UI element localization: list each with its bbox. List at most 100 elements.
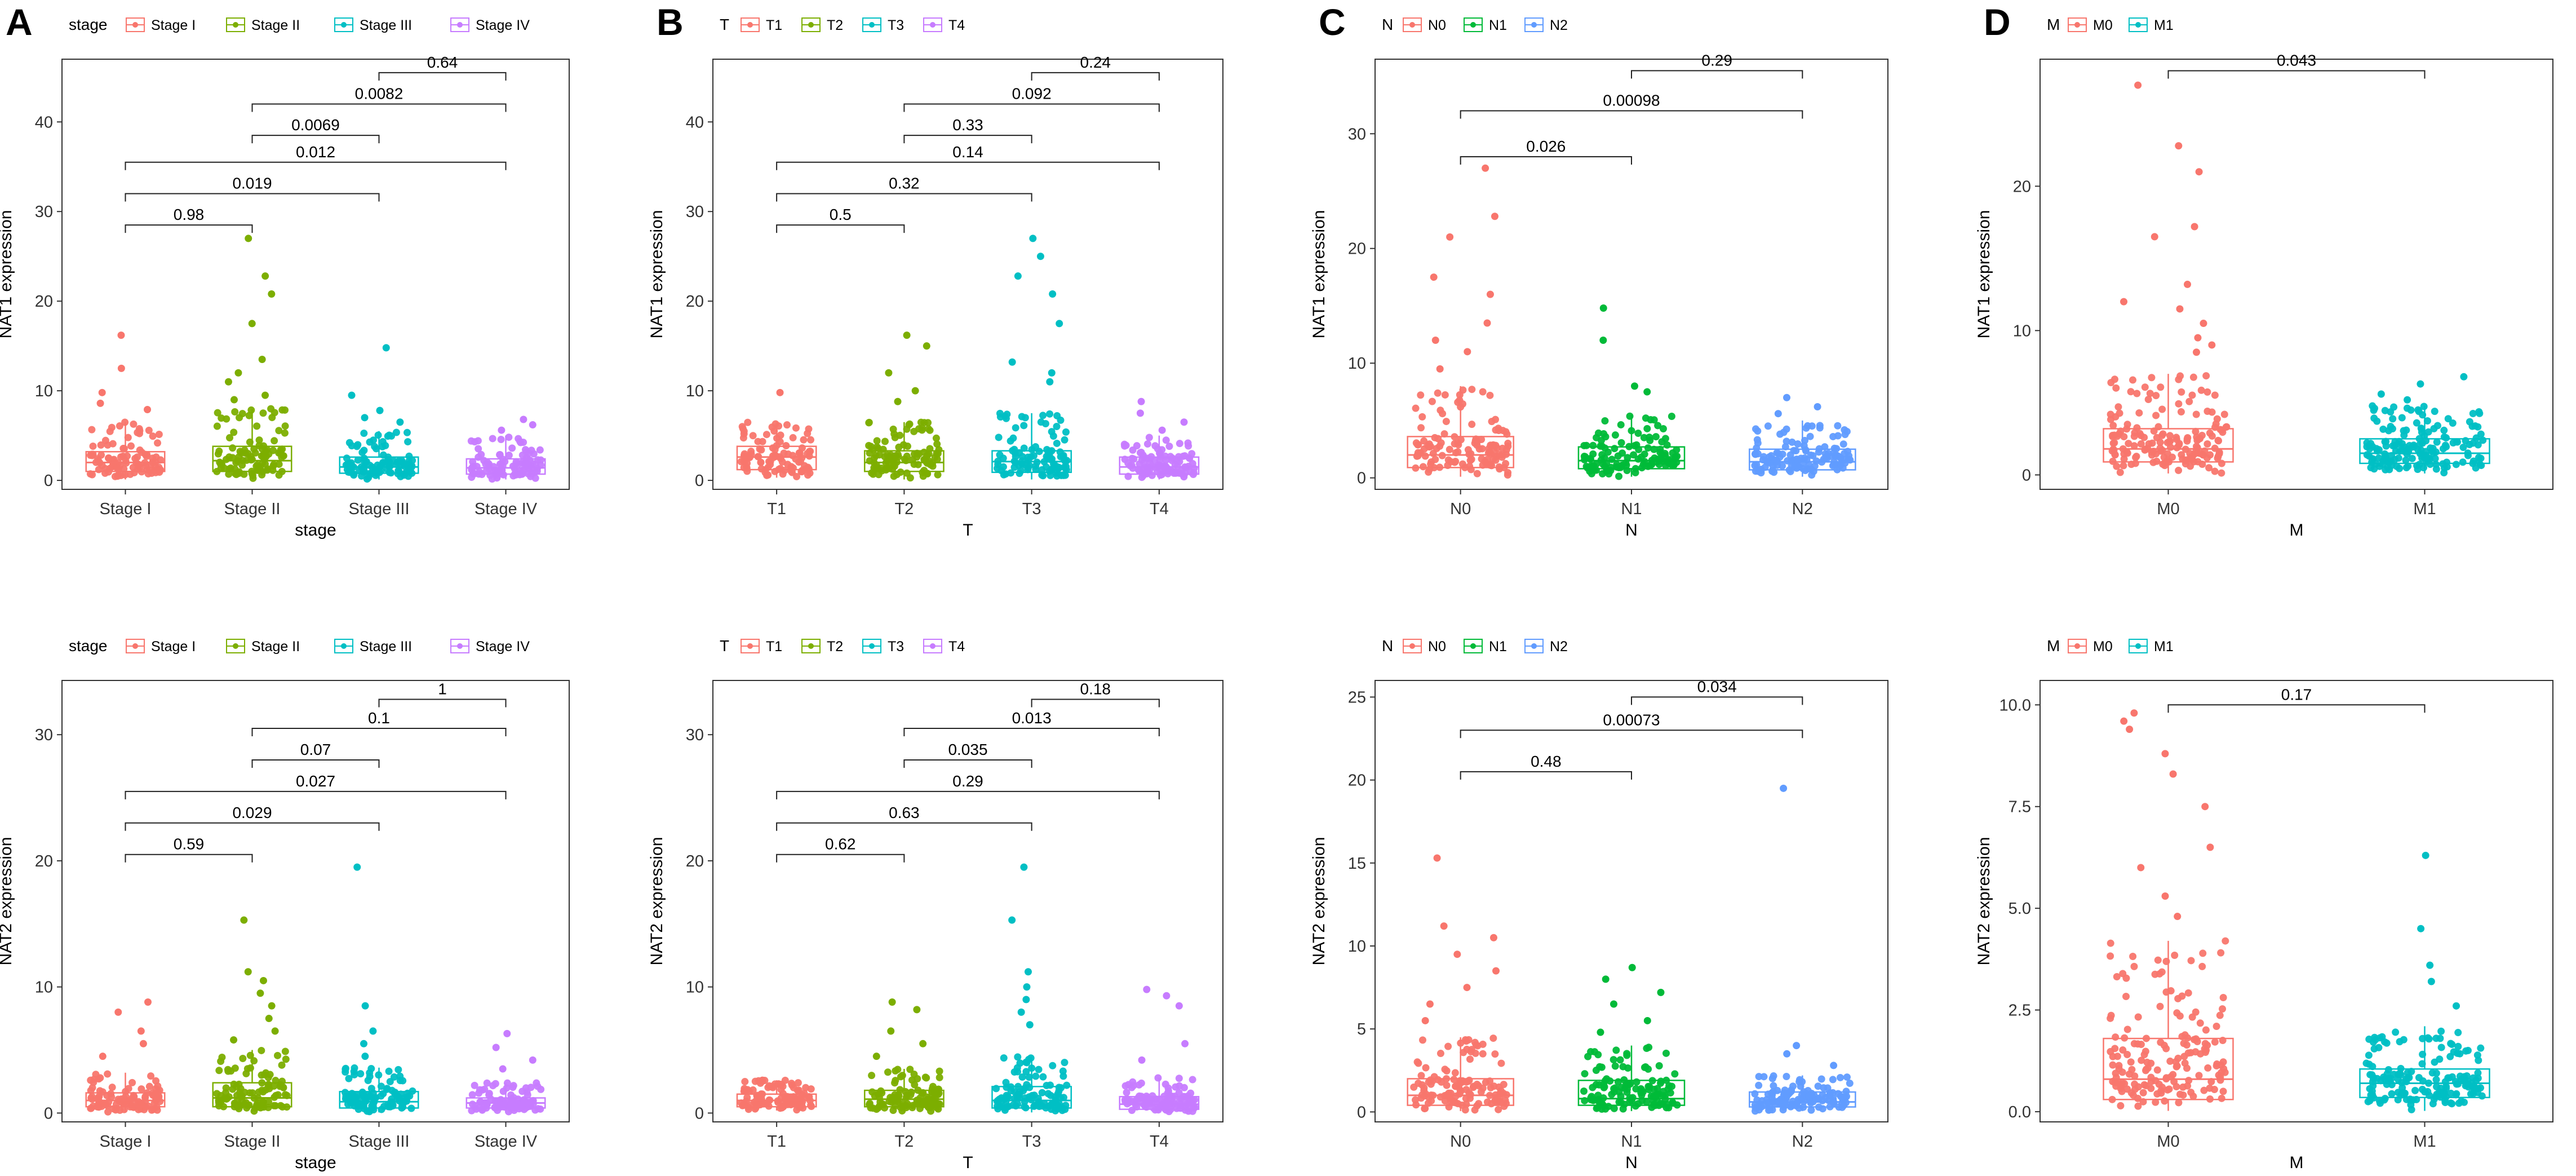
data-point	[2475, 408, 2483, 415]
outlier-point	[1430, 273, 1438, 281]
data-point	[2395, 454, 2402, 462]
data-point	[2375, 446, 2383, 454]
data-point	[1830, 444, 1838, 452]
data-point	[2179, 1083, 2187, 1091]
data-point	[2184, 989, 2192, 997]
data-point	[2373, 417, 2381, 425]
data-point	[2376, 1034, 2384, 1042]
box-N2	[1749, 1075, 1856, 1111]
data-point	[1061, 471, 1069, 479]
data-point	[1418, 1036, 1426, 1044]
x-tick-label: N0	[1450, 1133, 1471, 1151]
legend-label: T3	[888, 639, 904, 655]
data-point	[2199, 949, 2207, 957]
data-point	[1010, 1068, 1018, 1076]
p-value-label: 0.64	[427, 54, 458, 71]
data-point	[1644, 1082, 1652, 1090]
data-point	[2453, 438, 2461, 446]
data-point	[2119, 1046, 2127, 1054]
data-point	[1809, 452, 1817, 459]
data-point	[2137, 1041, 2145, 1049]
comparison-bracket: 0.035	[903, 741, 1032, 768]
data-point	[1817, 1075, 1825, 1083]
data-point	[2202, 1026, 2210, 1034]
data-point	[2142, 1066, 2150, 1073]
box-N2	[1749, 420, 1856, 477]
outlier-point	[1017, 1008, 1025, 1016]
outlier-point	[139, 1040, 147, 1047]
data-point	[1456, 391, 1464, 399]
legend-key	[862, 17, 881, 32]
data-point	[95, 1101, 103, 1109]
data-point	[1137, 1079, 1145, 1087]
data-point	[1492, 426, 1500, 434]
legend-label: Stage IV	[476, 639, 530, 655]
bracket-line	[125, 161, 507, 170]
data-point	[870, 454, 878, 462]
data-point	[278, 1061, 286, 1069]
bracket-line	[251, 728, 507, 737]
data-point	[263, 466, 271, 474]
data-point	[1807, 1106, 1815, 1114]
p-value-label: 0.14	[952, 143, 983, 161]
data-point	[2113, 462, 2121, 470]
data-point	[2203, 408, 2211, 415]
bracket-line	[125, 224, 253, 233]
y-tick-label: 5.0	[2009, 900, 2031, 918]
p-value-label: 0.027	[296, 772, 335, 790]
data-point	[366, 438, 374, 446]
data-point	[1436, 406, 1444, 414]
data-point	[1017, 467, 1025, 475]
data-point	[2125, 440, 2132, 448]
data-point	[1046, 410, 1054, 418]
data-point	[1164, 1084, 1172, 1092]
outlier-point	[1463, 984, 1471, 992]
box-N1	[1577, 414, 1686, 477]
data-point	[1596, 1063, 1604, 1071]
data-point	[2432, 1076, 2440, 1084]
data-point	[2193, 1037, 2201, 1045]
outlier-point	[1143, 985, 1151, 993]
data-point	[2131, 1072, 2139, 1080]
data-point	[784, 450, 792, 458]
jitter-points-M1	[2363, 373, 2487, 477]
data-point	[1761, 463, 1769, 471]
data-point	[1124, 1097, 1132, 1104]
outlier-point	[2422, 851, 2429, 859]
outlier-point	[2161, 892, 2169, 900]
x-tick-label: T3	[1022, 500, 1041, 518]
data-point	[224, 1067, 232, 1075]
data-point	[1035, 1066, 1043, 1073]
data-point	[1468, 421, 1476, 428]
data-point	[1845, 455, 1852, 463]
outlier-point	[911, 387, 919, 395]
p-value-label: 0.0082	[355, 85, 404, 102]
data-point	[2117, 1102, 2125, 1109]
y-tick-label: 25	[1348, 688, 1366, 706]
data-point	[743, 1094, 751, 1102]
x-tick-label: Stage I	[100, 1133, 152, 1151]
data-point	[359, 1089, 367, 1097]
data-point	[2152, 1098, 2160, 1106]
bracket-line	[903, 728, 1160, 737]
data-point	[2211, 467, 2219, 475]
data-point	[1062, 428, 1070, 436]
data-point	[485, 1091, 493, 1099]
data-point	[2148, 374, 2156, 382]
data-point	[1795, 463, 1803, 471]
data-point	[1151, 442, 1159, 450]
data-point	[2442, 434, 2450, 442]
data-point	[788, 1080, 796, 1087]
bracket-line	[1631, 696, 1803, 705]
data-point	[1049, 1062, 1057, 1069]
legend-label: N1	[1489, 17, 1507, 33]
data-point	[2432, 461, 2440, 468]
box-iqr	[212, 1082, 292, 1108]
data-point	[2133, 390, 2141, 397]
data-point	[105, 454, 113, 462]
data-point	[2187, 957, 2195, 965]
plot-frame	[712, 59, 1223, 490]
data-point	[2188, 1013, 2196, 1021]
data-point	[920, 419, 928, 427]
data-point	[1617, 1098, 1625, 1106]
